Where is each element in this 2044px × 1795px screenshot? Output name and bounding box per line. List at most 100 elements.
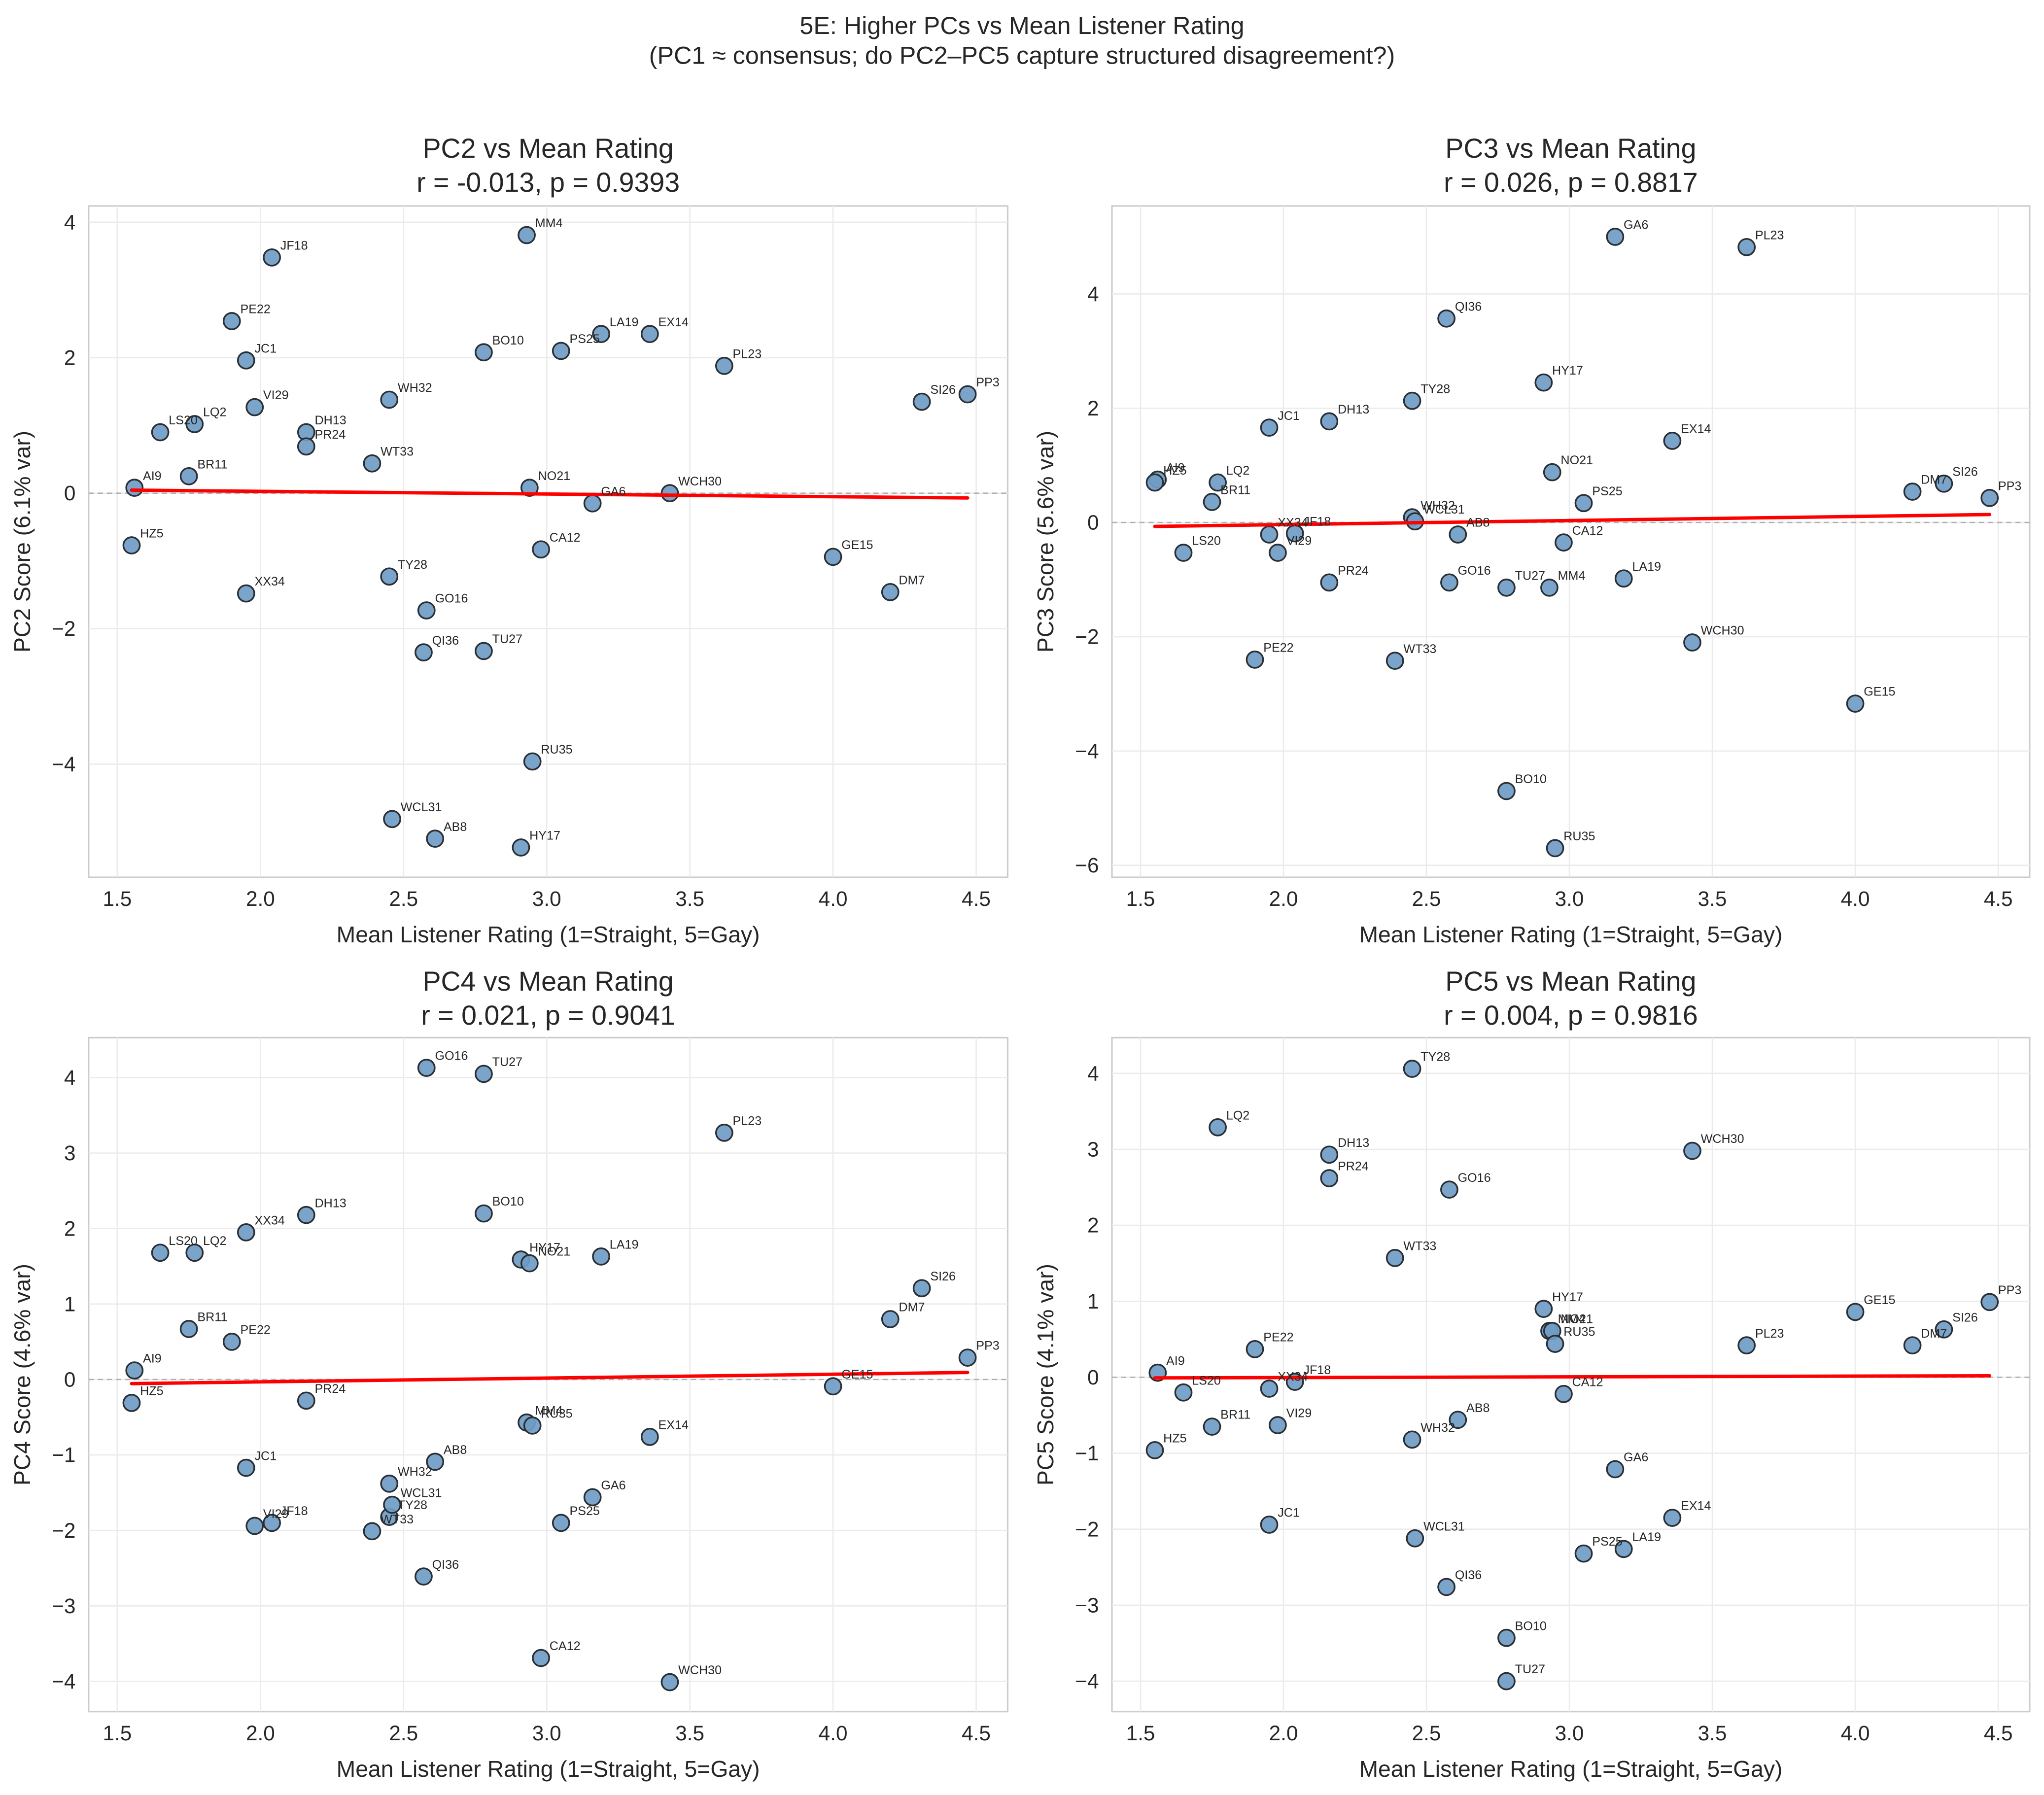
- point-label: BO10: [1515, 1619, 1547, 1633]
- point-label: TY28: [1420, 1050, 1450, 1064]
- data-point-lq2: [185, 1243, 204, 1262]
- point-label: PR24: [1338, 1160, 1369, 1174]
- panel-title: PC4 vs Mean Rating: [422, 966, 673, 997]
- data-point-xx34: [237, 584, 255, 603]
- x-tick-label: 1.5: [1126, 887, 1155, 910]
- data-point-dm7: [881, 583, 900, 601]
- x-tick-label: 3.0: [1555, 887, 1584, 910]
- data-point-br11: [179, 1320, 198, 1338]
- y-tick-label: 4: [1087, 1062, 1099, 1085]
- point-label: WCH30: [1701, 624, 1744, 638]
- data-point-lq2: [1209, 1118, 1227, 1137]
- point-label: AB8: [1466, 516, 1490, 530]
- point-label: XX34: [255, 575, 285, 588]
- point-label: HY17: [529, 829, 560, 843]
- point-label: PL23: [733, 347, 762, 361]
- x-tick-label: 1.5: [1126, 1722, 1155, 1745]
- data-point-ge15: [1846, 1303, 1865, 1321]
- data-point-ab8: [1449, 525, 1467, 544]
- x-tick-label: 3.5: [1698, 1722, 1727, 1745]
- y-axis-label: PC4 Score (4.6% var): [9, 1264, 35, 1485]
- point-label: WT33: [381, 1513, 414, 1526]
- point-label: TU27: [1515, 1662, 1545, 1676]
- data-point-lq2: [1209, 473, 1227, 492]
- data-point-wch30: [660, 1673, 679, 1691]
- data-point-jc1: [1260, 1516, 1279, 1534]
- point-label: PS25: [1592, 484, 1622, 498]
- data-point-pp3: [958, 1348, 977, 1367]
- data-point-pe22: [222, 1333, 241, 1351]
- x-tick-label: 4.5: [1984, 887, 2013, 910]
- point-label: JF18: [280, 1504, 308, 1518]
- point-label: PE22: [1263, 1331, 1293, 1345]
- data-point-hz5: [122, 1394, 141, 1412]
- point-label: CA12: [1572, 1375, 1603, 1389]
- data-point-xx34: [1260, 1380, 1279, 1398]
- point-label: JF18: [280, 239, 308, 252]
- data-point-no21: [1543, 463, 1561, 482]
- data-point-wh32: [380, 1474, 399, 1493]
- point-label: AI9: [1166, 1354, 1185, 1368]
- data-point-ab8: [1449, 1411, 1467, 1429]
- x-tick-label: 3.5: [675, 1722, 704, 1745]
- x-tick-label: 2.5: [1412, 887, 1441, 910]
- point-label: WCH30: [678, 1663, 722, 1677]
- data-point-wt33: [363, 454, 381, 473]
- data-point-si26: [912, 392, 931, 411]
- data-point-pl23: [715, 1123, 733, 1142]
- data-point-ai9: [125, 479, 144, 497]
- point-label: JC1: [1278, 409, 1300, 423]
- data-point-hy17: [512, 838, 530, 857]
- point-label: XX34: [255, 1214, 285, 1228]
- data-point-pp3: [1980, 488, 1999, 507]
- data-point-ps25: [1574, 1544, 1593, 1563]
- scatter-points: [122, 226, 977, 857]
- data-point-wch30: [1683, 1141, 1701, 1160]
- data-point-go16: [417, 601, 436, 620]
- point-label: GA6: [601, 1479, 625, 1492]
- data-point-hy17: [1534, 373, 1553, 392]
- point-label: LQ2: [203, 406, 226, 419]
- x-tick-label: 3.0: [532, 887, 561, 910]
- data-point-wt33: [363, 1522, 381, 1541]
- x-tick-label: 3.5: [675, 887, 704, 910]
- point-label: XX34: [1278, 1370, 1308, 1384]
- point-label: MM4: [535, 1404, 563, 1417]
- point-label: PE22: [240, 303, 270, 316]
- panel-stats: r = 0.004, p = 0.9816: [1444, 1000, 1698, 1031]
- point-label: LS20: [169, 1234, 198, 1248]
- point-label: LS20: [169, 414, 198, 427]
- x-tick-label: 3.0: [1555, 1722, 1584, 1745]
- x-tick-label: 4.0: [1841, 887, 1870, 910]
- x-tick-label: 2.5: [389, 887, 418, 910]
- point-label: TY28: [398, 1498, 427, 1512]
- panel-stats: r = 0.021, p = 0.9041: [421, 1000, 675, 1031]
- data-point-wch30: [660, 484, 679, 503]
- point-label: XX34: [1278, 516, 1308, 530]
- x-tick-label: 4.5: [962, 887, 991, 910]
- data-point-ls20: [1174, 544, 1193, 562]
- data-point-br11: [179, 467, 198, 485]
- data-point-la19: [1614, 1540, 1633, 1558]
- y-tick-label: −2: [1075, 1518, 1099, 1541]
- y-tick-label: 4: [1087, 282, 1099, 306]
- data-point-ex14: [640, 325, 659, 344]
- data-point-wh32: [1403, 1430, 1421, 1449]
- point-label: GO16: [435, 592, 468, 606]
- data-point-la19: [592, 1247, 610, 1266]
- point-label: LS20: [1192, 534, 1221, 548]
- point-label: PL23: [733, 1114, 762, 1128]
- x-tick-label: 1.5: [103, 1722, 132, 1745]
- data-point-ga6: [1606, 1460, 1625, 1479]
- point-label: PS25: [569, 332, 599, 346]
- point-label: EX14: [658, 1418, 689, 1432]
- point-label: LQ2: [1226, 1108, 1249, 1122]
- data-point-ai9: [125, 1361, 144, 1380]
- data-point-wcl31: [1406, 1529, 1424, 1548]
- y-tick-label: −4: [52, 1670, 75, 1693]
- point-label: GE15: [841, 1368, 873, 1381]
- point-label: DH13: [1338, 1136, 1369, 1150]
- point-label: BO10: [492, 1195, 524, 1208]
